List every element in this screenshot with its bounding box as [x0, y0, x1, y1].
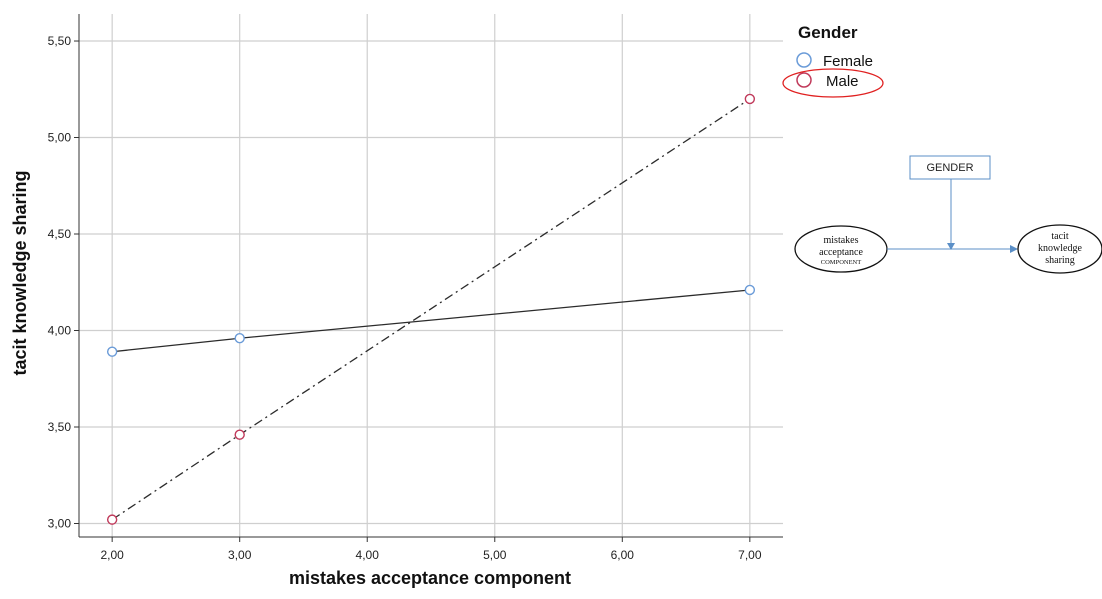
y-tick-label: 4,00	[48, 324, 72, 338]
legend: Gender Female Male	[782, 23, 884, 98]
predictor-label-line-3: COMPONENT	[821, 259, 861, 266]
legend-marker-male	[796, 72, 812, 88]
x-tick-label: 7,00	[738, 548, 762, 562]
y-axis-title: tacit knowledge sharing	[10, 170, 30, 375]
data-point-female	[744, 284, 756, 296]
data-point-male	[744, 93, 756, 105]
axes: 2,00 3,00 4,00 5,00 6,00 7,00 3,00 3,50 4,00 4,50…	[48, 14, 783, 562]
outcome-label-line-1: tacit	[1051, 231, 1068, 242]
series-line-female	[112, 289, 750, 353]
series-line-male	[111, 98, 751, 521]
legend-marker-female	[796, 52, 812, 68]
outcome-label-line-3: sharing	[1045, 255, 1074, 266]
x-tick-label: 6,00	[611, 548, 635, 562]
data-point-female	[106, 346, 118, 357]
x-tick-label: 2,00	[100, 548, 124, 562]
data-point-male	[234, 429, 245, 440]
x-tick-label: 5,00	[483, 548, 507, 562]
y-tick-label: 4,50	[48, 227, 72, 241]
moderator-label: GENDER	[926, 162, 973, 174]
predictor-label-line-2: acceptance	[819, 247, 863, 258]
legend-label-male: Male	[826, 73, 859, 90]
series-layer	[106, 93, 756, 525]
moderation-diagram: GENDER mistakes acceptance COMPONENT tac…	[794, 155, 1102, 274]
outcome-label-line-2: knowledge	[1038, 243, 1082, 254]
moderator-box	[909, 155, 991, 180]
legend-title: Gender	[798, 23, 858, 42]
predictor-label-line-1: mistakes	[824, 235, 859, 246]
x-tick-label: 4,00	[356, 548, 380, 562]
grid-layer	[79, 14, 783, 537]
y-tick-label: 5,50	[48, 34, 72, 48]
path-arrowhead	[1010, 245, 1018, 253]
data-point-female	[234, 333, 245, 344]
y-tick-label: 3,00	[48, 516, 72, 530]
outcome-node	[1017, 224, 1102, 274]
x-axis-title: mistakes acceptance component	[289, 568, 571, 588]
legend-label-female: Female	[823, 53, 873, 70]
y-tick-label: 3,50	[48, 420, 72, 434]
legend-highlight-ellipse	[782, 68, 884, 98]
y-tick-label: 5,00	[48, 131, 72, 145]
x-tick-label: 3,00	[228, 548, 252, 562]
moderator-arrowhead	[947, 243, 955, 250]
data-point-male	[106, 514, 118, 525]
